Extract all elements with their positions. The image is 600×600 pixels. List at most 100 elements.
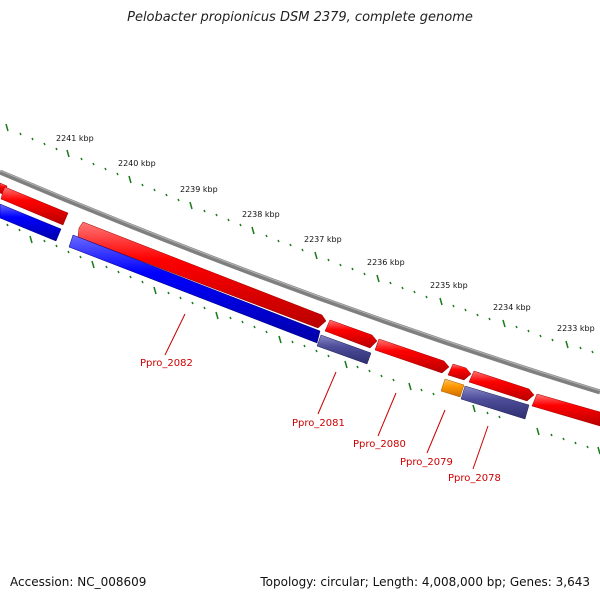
- gene-label[interactable]: Ppro_2079: [400, 457, 453, 468]
- gene-labels: Ppro_2082 Ppro_2081 Ppro_2080 Ppro_2079 …: [140, 358, 501, 484]
- scale-tick: [278, 335, 282, 344]
- scale-label: 2235 kbp: [430, 281, 468, 290]
- scale-dot: [203, 306, 206, 310]
- scale-dot: [92, 162, 95, 166]
- scale-tick: [472, 404, 476, 413]
- scale-dot: [203, 209, 206, 213]
- reverse-gene[interactable]: [316, 334, 372, 365]
- gene-label[interactable]: Ppro_2082: [140, 358, 193, 369]
- scale-tick: [376, 274, 380, 283]
- scale-label: 2241 kbp: [56, 134, 94, 143]
- rna-gene[interactable]: [440, 378, 465, 398]
- scale-dot: [167, 291, 170, 295]
- scale-tick: [215, 311, 219, 320]
- scale-dot: [141, 280, 144, 284]
- scale-dot: [227, 218, 230, 222]
- scale-dot: [19, 132, 22, 136]
- forward-gene[interactable]: [0, 186, 69, 226]
- scale-dot: [43, 142, 46, 146]
- scale-label: 2236 kbp: [367, 258, 405, 267]
- forward-gene[interactable]: [468, 370, 535, 402]
- scale-dot: [117, 270, 120, 274]
- scale-dot: [476, 313, 479, 317]
- scale-dot: [550, 433, 553, 437]
- scale-tick: [153, 286, 157, 295]
- forward-gene[interactable]: [531, 393, 600, 427]
- scale-label: 2239 kbp: [180, 185, 218, 194]
- scale-dot: [79, 255, 82, 259]
- scale-tick: [29, 235, 33, 244]
- forward-gene[interactable]: [324, 319, 378, 349]
- scale-dot: [253, 325, 256, 329]
- scale-dot: [80, 157, 83, 161]
- forward-gene[interactable]: [447, 363, 472, 381]
- scale-dot: [389, 281, 392, 285]
- scale-dot: [488, 317, 491, 321]
- scale-label: 2233 kbp: [557, 324, 595, 333]
- reverse-strand-genes: [0, 203, 530, 420]
- scale-dot: [315, 349, 318, 353]
- scale-dot: [452, 304, 455, 308]
- genome-title: Pelobacter propionicus DSM 2379, complet…: [127, 10, 473, 25]
- scale-dot: [464, 308, 467, 312]
- scale-dot: [425, 295, 428, 299]
- scale-tick: [344, 360, 348, 369]
- gene-label[interactable]: Ppro_2081: [292, 418, 345, 429]
- scale-dot: [591, 350, 594, 354]
- forward-gene[interactable]: [77, 221, 327, 329]
- scale-dot: [574, 441, 577, 445]
- scale-tick: [91, 260, 95, 269]
- scale-dot: [6, 223, 9, 227]
- scale-dot: [43, 239, 46, 243]
- inner-scale-ticks: [6, 223, 600, 455]
- scale-tick: [439, 297, 443, 306]
- reverse-gene[interactable]: [68, 234, 321, 344]
- scale-dot: [327, 354, 330, 358]
- scale-dot: [432, 392, 435, 396]
- scale-dot: [420, 388, 423, 392]
- scale-dot: [551, 338, 554, 342]
- scale-dot: [177, 198, 180, 202]
- scale-dot: [241, 320, 244, 324]
- leader-line: [377, 392, 397, 437]
- scale-dot: [55, 147, 58, 151]
- scale-tick: [189, 201, 193, 210]
- scale-tick: [251, 226, 255, 235]
- scale-dot: [191, 301, 194, 305]
- scale-label: 2234 kbp: [493, 303, 531, 312]
- scale-dot: [179, 296, 182, 300]
- scale-tick: [502, 319, 506, 328]
- scale-dot: [141, 183, 144, 187]
- reverse-gene[interactable]: [0, 203, 62, 242]
- scale-label: 2240 kbp: [118, 159, 156, 168]
- gene-label[interactable]: Ppro_2080: [353, 439, 406, 450]
- scale-dot: [498, 415, 501, 419]
- scale-dot: [67, 250, 70, 254]
- scale-dot: [392, 378, 395, 382]
- gene-label[interactable]: Ppro_2078: [448, 473, 501, 484]
- scale-dot: [239, 223, 242, 227]
- scale-dot: [413, 290, 416, 294]
- gene-leader-lines: [164, 313, 489, 470]
- scale-dot: [291, 340, 294, 344]
- forward-gene[interactable]: [374, 338, 450, 374]
- scale-dot: [356, 365, 359, 369]
- scale-dot: [339, 263, 342, 267]
- scale-dot: [215, 213, 218, 217]
- reverse-gene[interactable]: [460, 385, 530, 420]
- scale-dot: [165, 193, 168, 197]
- scale-dot: [515, 325, 518, 329]
- scale-dot: [586, 445, 589, 449]
- scale-dot: [539, 334, 542, 338]
- scale-tick: [536, 427, 540, 436]
- scale-dot: [104, 167, 107, 171]
- scale-dot: [129, 275, 132, 279]
- scale-dot: [277, 239, 280, 243]
- scale-dot: [579, 346, 582, 350]
- scale-dot: [380, 374, 383, 378]
- scale-dot: [31, 137, 34, 141]
- genome-backbone: [0, 169, 600, 395]
- scale-dot: [289, 243, 292, 247]
- leader-line: [317, 371, 337, 415]
